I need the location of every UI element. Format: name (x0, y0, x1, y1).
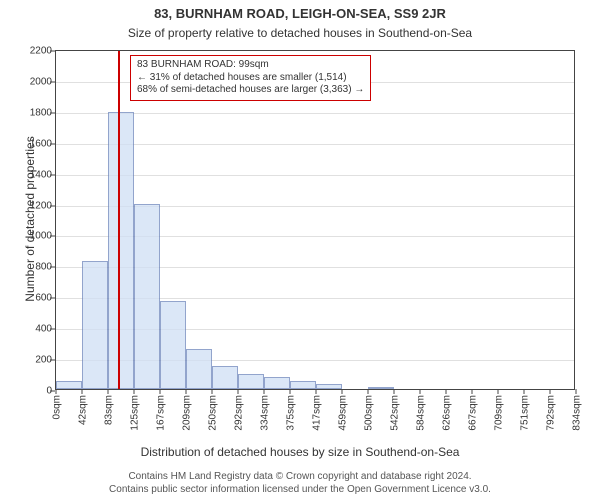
property-callout: 83 BURNHAM ROAD: 99sqm ← 31% of detached… (130, 55, 371, 101)
histogram-bar (134, 204, 160, 389)
xtick-mark (576, 389, 577, 394)
xtick-label: 292sqm (232, 395, 245, 431)
callout-line-3: 68% of semi-detached houses are larger (… (137, 84, 364, 97)
x-axis-label: Distribution of detached houses by size … (0, 445, 600, 459)
attribution-line-2: Contains public sector information licen… (0, 484, 600, 497)
xtick-mark (550, 389, 551, 394)
xtick-label: 626sqm (440, 395, 453, 431)
ytick-label: 400 (35, 324, 56, 335)
histogram-bar (212, 366, 238, 389)
xtick-label: 834sqm (570, 395, 583, 431)
attribution-line-1: Contains HM Land Registry data © Crown c… (0, 471, 600, 484)
xtick-label: 42sqm (76, 395, 89, 425)
xtick-label: 417sqm (310, 395, 323, 431)
callout-line-2: ← 31% of detached houses are smaller (1,… (137, 72, 364, 85)
xtick-mark (290, 389, 291, 394)
callout-line-1: 83 BURNHAM ROAD: 99sqm (137, 59, 364, 72)
xtick-label: 709sqm (492, 395, 505, 431)
xtick-label: 792sqm (544, 395, 557, 431)
xtick-mark (238, 389, 239, 394)
histogram-bar (264, 377, 290, 389)
xtick-mark (316, 389, 317, 394)
xtick-mark (394, 389, 395, 394)
xtick-label: 375sqm (284, 395, 297, 431)
xtick-mark (342, 389, 343, 394)
histogram-bar (160, 301, 186, 389)
xtick-mark (212, 389, 213, 394)
xtick-label: 83sqm (102, 395, 115, 425)
xtick-label: 459sqm (336, 395, 349, 431)
xtick-mark (524, 389, 525, 394)
xtick-label: 209sqm (180, 395, 193, 431)
histogram-bar (316, 384, 342, 389)
xtick-label: 0sqm (50, 395, 63, 419)
xtick-label: 334sqm (258, 395, 271, 431)
xtick-mark (134, 389, 135, 394)
xtick-mark (160, 389, 161, 394)
page-title: 83, BURNHAM ROAD, LEIGH-ON-SEA, SS9 2JR (0, 6, 600, 21)
xtick-label: 751sqm (518, 395, 531, 431)
xtick-mark (108, 389, 109, 394)
histogram-bar (186, 349, 212, 389)
xtick-mark (446, 389, 447, 394)
xtick-label: 500sqm (362, 395, 375, 431)
xtick-label: 125sqm (128, 395, 141, 431)
ytick-label: 200 (35, 355, 56, 366)
histogram-bar (368, 387, 394, 389)
histogram-bar (238, 374, 264, 389)
xtick-mark (82, 389, 83, 394)
xtick-mark (472, 389, 473, 394)
xtick-mark (56, 389, 57, 394)
chart-plot-area: 0200400600800100012001400160018002000220… (55, 50, 575, 390)
xtick-mark (368, 389, 369, 394)
histogram-bar (56, 381, 82, 389)
xtick-mark (498, 389, 499, 394)
chart-attribution: Contains HM Land Registry data © Crown c… (0, 471, 600, 496)
xtick-mark (186, 389, 187, 394)
histogram-bar (82, 261, 108, 389)
property-marker-line (118, 51, 120, 389)
histogram-bar (108, 112, 134, 389)
xtick-label: 250sqm (206, 395, 219, 431)
page-subtitle: Size of property relative to detached ho… (0, 26, 600, 40)
xtick-label: 667sqm (466, 395, 479, 431)
xtick-mark (420, 389, 421, 394)
ytick-label: 600 (35, 293, 56, 304)
xtick-mark (264, 389, 265, 394)
histogram-bar (290, 381, 316, 389)
ytick-label: 800 (35, 262, 56, 273)
xtick-label: 542sqm (388, 395, 401, 431)
xtick-label: 584sqm (414, 395, 427, 431)
y-axis-label: Number of detached properties (23, 49, 37, 389)
xtick-label: 167sqm (154, 395, 167, 431)
